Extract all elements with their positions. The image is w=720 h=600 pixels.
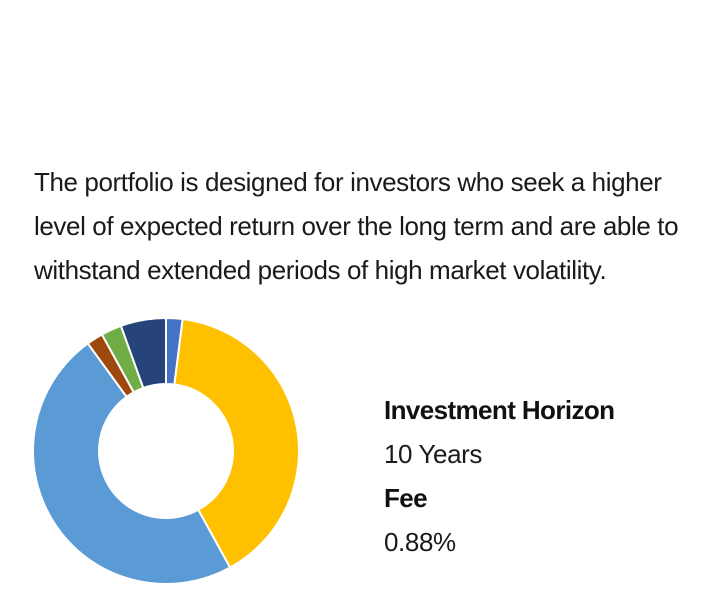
portfolio-description: The portfolio is designed for investors …: [34, 167, 679, 285]
investment-horizon-label: Investment Horizon: [384, 395, 615, 425]
donut-slice-2: [173, 317, 300, 569]
donut-slices: [32, 316, 300, 585]
investment-horizon-value: 10 Years: [384, 439, 483, 469]
donut-slice-6: [119, 316, 167, 390]
allocation-donut-chart: [32, 316, 300, 585]
fee-value: 0.88%: [384, 527, 456, 557]
portfolio-details: Investment Horizon 10 Years Fee 0.88%: [384, 388, 704, 564]
donut-slice-3: [32, 342, 232, 585]
fee-label: Fee: [384, 483, 428, 513]
